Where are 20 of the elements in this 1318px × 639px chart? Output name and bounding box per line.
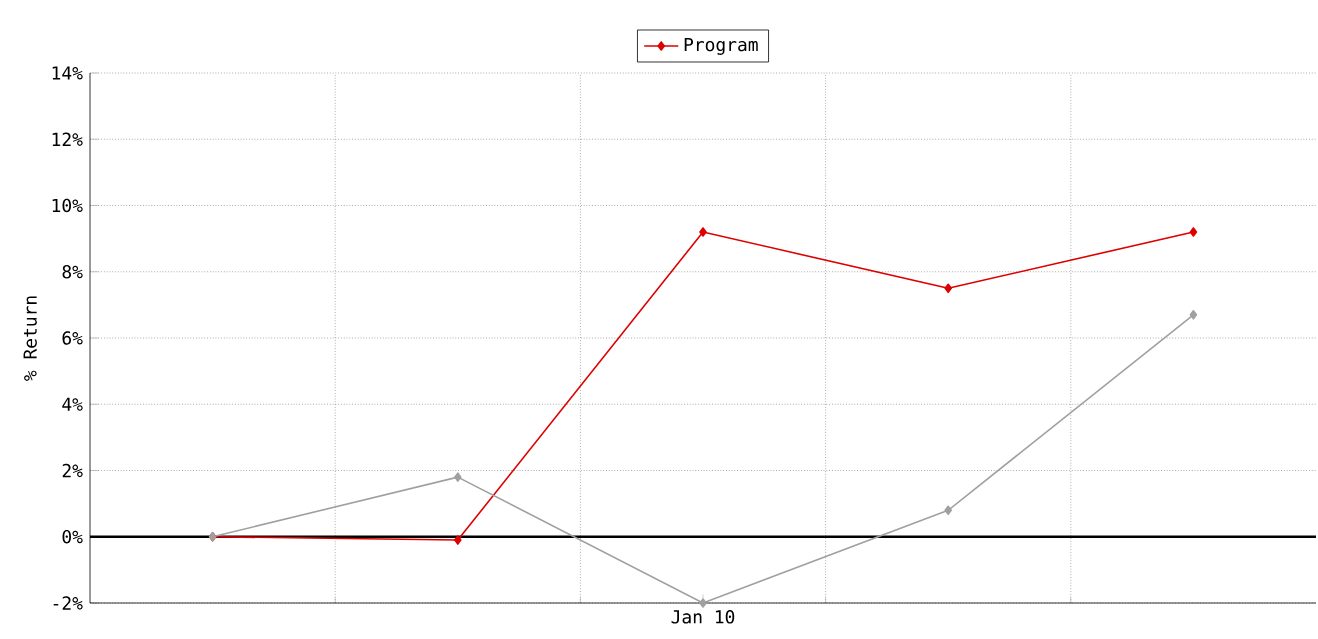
point: [699, 227, 707, 237]
point: [1189, 310, 1198, 320]
y-tick-label: 0%: [62, 529, 83, 544]
point: [944, 505, 952, 516]
legend-label: Program: [684, 37, 758, 55]
y-tick-label: 10%: [52, 198, 83, 213]
point: [699, 598, 707, 608]
y-tick-label: 14%: [52, 66, 83, 80]
x-tick-label: Jan 10: [671, 610, 735, 624]
y-tick-label: 8%: [62, 264, 83, 279]
y-tick-label: 6%: [62, 331, 83, 345]
point: [1189, 227, 1198, 237]
y-tick-label: 4%: [62, 397, 83, 411]
y-tick-label: -2%: [53, 596, 83, 610]
y-axis-title: % Return: [23, 296, 37, 381]
point: [454, 472, 462, 482]
y-tick-label: 12%: [52, 132, 83, 146]
point: [454, 535, 462, 545]
y-tick-label: 2%: [62, 463, 83, 478]
point: [944, 283, 952, 294]
